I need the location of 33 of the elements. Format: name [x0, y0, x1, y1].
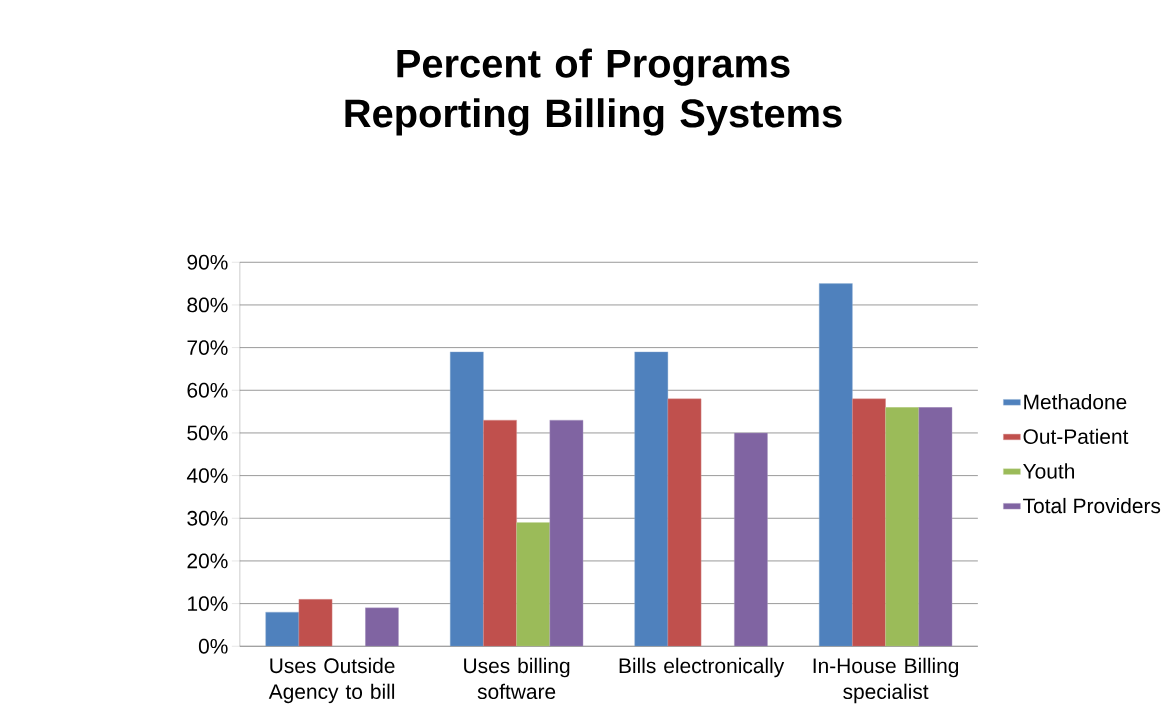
- y-tick-label: 90%: [187, 254, 228, 270]
- y-tick-label: 40%: [186, 468, 228, 484]
- bar: [549, 419, 584, 647]
- bar: [483, 419, 517, 647]
- y-tick-label: 80%: [187, 297, 228, 313]
- legend-label: Total Providers: [1023, 497, 1161, 514]
- x-tick-label: In-House Billing specialist: [813, 657, 959, 704]
- x-tick-label: Uses Outside Agency to bill: [268, 657, 395, 704]
- x-tick-label: Uses billing software: [464, 657, 570, 700]
- bar: [818, 283, 853, 647]
- y-tick-label: 0%: [198, 638, 228, 654]
- bar: [365, 607, 399, 647]
- x-tick-label: Bills electronically: [619, 657, 785, 678]
- bar: [265, 611, 300, 647]
- y-tick-label: 60%: [187, 382, 228, 398]
- bar: [918, 407, 953, 647]
- bar: [734, 432, 768, 647]
- y-tick-label: 20%: [187, 553, 228, 569]
- legend-label: Youth: [1023, 463, 1074, 479]
- bar: [852, 398, 886, 647]
- chart-title: Percent of Programs Reporting Billing Systems: [345, 48, 842, 136]
- legend-label: Out-Patient: [1023, 428, 1129, 444]
- bar: [449, 351, 484, 647]
- bar: [885, 407, 920, 647]
- y-tick-label: 10%: [188, 596, 228, 612]
- bar: [667, 398, 702, 647]
- y-tick-label: 30%: [187, 510, 228, 526]
- y-tick-label: 70%: [187, 340, 228, 356]
- legend-label: Methadone: [1024, 393, 1127, 410]
- y-tick-label: 50%: [187, 425, 228, 441]
- bar: [634, 351, 669, 647]
- bar: [298, 599, 333, 647]
- bar: [516, 522, 551, 647]
